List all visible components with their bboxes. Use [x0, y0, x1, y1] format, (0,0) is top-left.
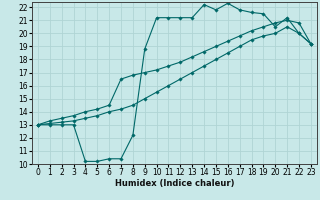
X-axis label: Humidex (Indice chaleur): Humidex (Indice chaleur)	[115, 179, 234, 188]
